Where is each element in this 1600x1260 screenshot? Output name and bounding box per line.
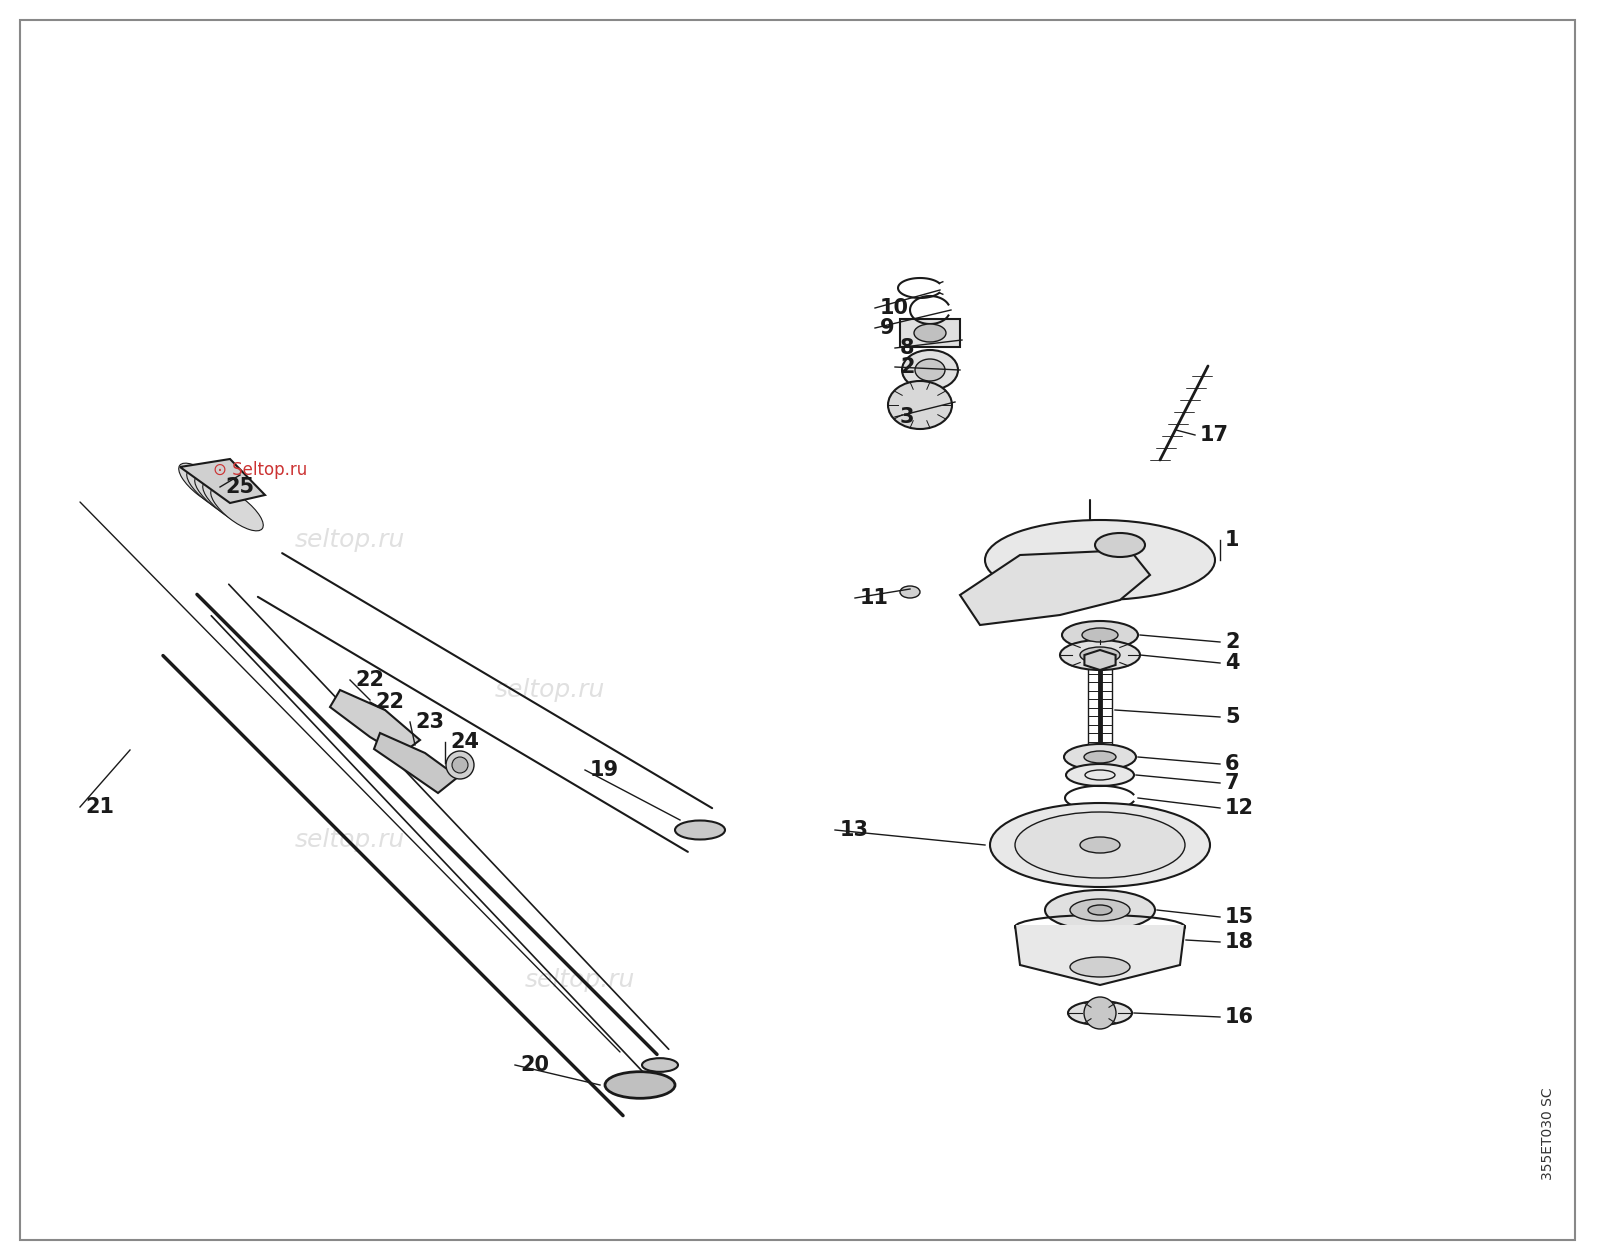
Text: 8: 8: [899, 338, 915, 358]
Ellipse shape: [1070, 898, 1130, 921]
Polygon shape: [330, 690, 419, 755]
Polygon shape: [179, 459, 266, 503]
Ellipse shape: [203, 481, 256, 525]
Ellipse shape: [1059, 640, 1139, 670]
Text: 13: 13: [840, 820, 869, 840]
Text: seltop.ru: seltop.ru: [294, 528, 405, 552]
Text: 19: 19: [590, 760, 619, 780]
Circle shape: [1085, 997, 1117, 1029]
Polygon shape: [960, 551, 1150, 625]
Ellipse shape: [1064, 743, 1136, 770]
Ellipse shape: [902, 350, 958, 391]
Text: 22: 22: [374, 692, 403, 712]
Circle shape: [451, 757, 467, 772]
Text: 22: 22: [355, 670, 384, 690]
Ellipse shape: [1094, 533, 1146, 557]
Ellipse shape: [899, 586, 920, 598]
Ellipse shape: [1045, 890, 1155, 930]
Ellipse shape: [888, 381, 952, 428]
Ellipse shape: [1062, 621, 1138, 649]
Polygon shape: [1085, 650, 1115, 670]
Text: 3: 3: [899, 407, 915, 427]
Ellipse shape: [1014, 811, 1186, 878]
Ellipse shape: [990, 803, 1210, 887]
Ellipse shape: [1088, 905, 1112, 915]
Ellipse shape: [179, 464, 232, 507]
Text: 6: 6: [1226, 753, 1240, 774]
Polygon shape: [1014, 925, 1186, 985]
Ellipse shape: [1080, 837, 1120, 853]
Text: 7: 7: [1226, 772, 1240, 793]
Circle shape: [446, 751, 474, 779]
Text: 12: 12: [1226, 798, 1254, 818]
Text: 20: 20: [520, 1055, 549, 1075]
Text: 21: 21: [85, 798, 114, 816]
Ellipse shape: [187, 469, 240, 513]
Ellipse shape: [675, 820, 725, 839]
Text: 2: 2: [899, 357, 915, 377]
Ellipse shape: [915, 359, 946, 381]
Text: seltop.ru: seltop.ru: [294, 828, 405, 852]
Text: 4: 4: [1226, 653, 1240, 673]
Ellipse shape: [1070, 958, 1130, 976]
Text: 9: 9: [880, 318, 894, 338]
Ellipse shape: [1080, 646, 1120, 663]
Ellipse shape: [986, 520, 1214, 600]
Ellipse shape: [605, 1072, 675, 1099]
Ellipse shape: [211, 488, 264, 530]
Ellipse shape: [642, 1058, 678, 1072]
Text: 5: 5: [1226, 707, 1240, 727]
Ellipse shape: [914, 324, 946, 341]
Text: 1: 1: [1226, 530, 1240, 551]
Text: seltop.ru: seltop.ru: [494, 678, 605, 702]
Text: 2: 2: [1226, 633, 1240, 651]
Ellipse shape: [1069, 1000, 1133, 1024]
Text: 11: 11: [861, 588, 890, 609]
Text: ⊙ Seltop.ru: ⊙ Seltop.ru: [213, 461, 307, 479]
Text: 24: 24: [450, 732, 478, 752]
Ellipse shape: [195, 475, 248, 519]
Text: 16: 16: [1226, 1007, 1254, 1027]
Text: 10: 10: [880, 299, 909, 318]
Ellipse shape: [1066, 764, 1134, 786]
Text: 355ET030 SC: 355ET030 SC: [1541, 1087, 1555, 1181]
Polygon shape: [374, 733, 458, 793]
Text: 18: 18: [1226, 932, 1254, 953]
Ellipse shape: [1082, 627, 1118, 643]
Text: 15: 15: [1226, 907, 1254, 927]
Text: 25: 25: [226, 478, 254, 496]
Text: 17: 17: [1200, 425, 1229, 445]
Text: seltop.ru: seltop.ru: [525, 968, 635, 992]
Ellipse shape: [1085, 751, 1117, 764]
Text: 23: 23: [414, 712, 445, 732]
Bar: [899, 319, 960, 347]
